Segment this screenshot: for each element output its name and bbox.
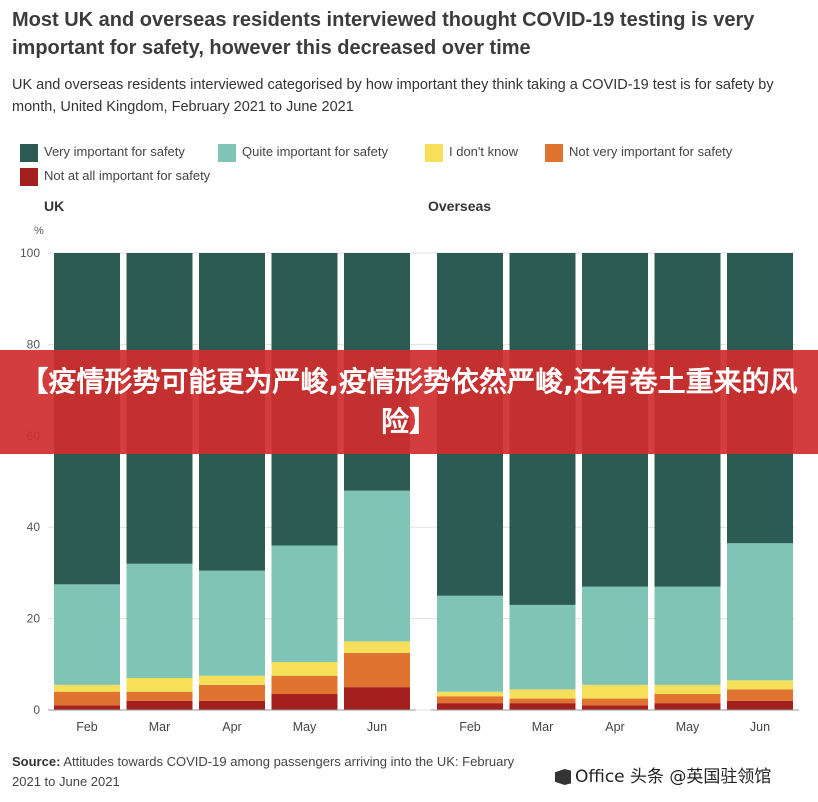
x-tick-label: Jun bbox=[367, 720, 387, 734]
legend-label-quite: Quite important for safety bbox=[242, 144, 388, 159]
legend-swatch-quite bbox=[218, 143, 236, 162]
bar-segment bbox=[582, 698, 648, 706]
overlay-banner: 【疫情形势可能更为严峻,疫情形势依然严峻,还有卷土重来的风险】 bbox=[0, 350, 818, 454]
legend-label-dont-know: I don't know bbox=[449, 144, 518, 159]
bar-segment bbox=[199, 700, 265, 710]
bar-segment bbox=[654, 586, 721, 685]
watermark: Office 头条 @英国驻领馆 bbox=[555, 762, 771, 787]
bar-segment bbox=[271, 694, 338, 710]
bar-segment bbox=[654, 694, 721, 704]
bar-segment bbox=[654, 684, 721, 695]
x-tick-label: May bbox=[293, 720, 317, 734]
bar-segment bbox=[654, 703, 721, 710]
bar-segment bbox=[344, 490, 410, 642]
bar-segment bbox=[509, 698, 576, 704]
bar-segment bbox=[582, 705, 648, 710]
bar-segment bbox=[509, 689, 576, 699]
bar-segment bbox=[54, 584, 120, 685]
y-tick-label: 40 bbox=[27, 520, 41, 534]
legend-swatch-dont-know bbox=[425, 143, 443, 162]
legend-item-not-at-all: Not at all important for safety bbox=[20, 166, 210, 186]
bar-segment bbox=[727, 700, 793, 710]
bar-segment bbox=[199, 570, 265, 676]
bar-segment bbox=[344, 641, 410, 653]
bar-segment bbox=[126, 563, 193, 679]
legend-swatch-not-very bbox=[545, 143, 563, 162]
bar-segment bbox=[126, 678, 193, 692]
x-tick-label: Mar bbox=[149, 720, 171, 734]
x-tick-label: Apr bbox=[222, 720, 241, 734]
bar-segment bbox=[271, 675, 338, 695]
bar-segment bbox=[437, 595, 503, 692]
bar-segment bbox=[271, 662, 338, 676]
bar-segment bbox=[199, 675, 265, 685]
panel-title-overseas: Overseas bbox=[428, 198, 492, 214]
bar-segment bbox=[344, 652, 410, 688]
bar-segment bbox=[271, 545, 338, 663]
source-text: Attitudes towards COVID-19 among passeng… bbox=[12, 754, 515, 789]
office-logo-icon bbox=[555, 769, 571, 785]
bar-segment bbox=[437, 703, 503, 710]
chart-title: Most UK and overseas residents interview… bbox=[12, 9, 755, 59]
bar-segment bbox=[727, 680, 793, 690]
y-tick-label: 20 bbox=[27, 612, 41, 626]
legend-item-quite: Quite important for safety bbox=[218, 142, 388, 162]
legend-swatch-not-at-all bbox=[20, 167, 38, 186]
y-tick-label: 80 bbox=[27, 337, 41, 351]
bar-segment bbox=[509, 604, 576, 690]
banner-text: 【疫情形势可能更为严峻,疫情形势依然严峻,还有卷土重来的风险】 bbox=[20, 365, 798, 438]
bar-segment bbox=[437, 696, 503, 704]
bar-segment bbox=[582, 586, 648, 685]
bar-segment bbox=[582, 684, 648, 699]
source-label: Source: bbox=[12, 754, 61, 769]
x-tick-label: Jun bbox=[750, 720, 770, 734]
bar-segment bbox=[126, 691, 193, 701]
legend-item-not-very: Not very important for safety bbox=[545, 142, 732, 162]
x-tick-label: Feb bbox=[76, 720, 98, 734]
y-tick-label: 0 bbox=[33, 703, 40, 717]
x-tick-label: May bbox=[676, 720, 700, 734]
chart-subtitle: UK and overseas residents interviewed ca… bbox=[12, 77, 774, 115]
bar-segment bbox=[509, 703, 576, 710]
legend-swatch-very bbox=[20, 143, 38, 162]
bar-segment bbox=[727, 543, 793, 681]
x-tick-label: Feb bbox=[459, 720, 481, 734]
legend-item-very: Very important for safety bbox=[20, 142, 185, 162]
bar-segment bbox=[199, 684, 265, 701]
panel-title-uk: UK bbox=[44, 198, 65, 214]
legend-label-not-very: Not very important for safety bbox=[569, 144, 733, 159]
bar-segment bbox=[344, 687, 410, 710]
bar-segment bbox=[126, 700, 193, 710]
legend-label-not-at-all: Not at all important for safety bbox=[44, 168, 211, 183]
bar-segment bbox=[727, 689, 793, 701]
y-tick-label: 100 bbox=[20, 246, 40, 260]
x-tick-label: Apr bbox=[605, 720, 624, 734]
legend-label-very: Very important for safety bbox=[44, 144, 185, 159]
x-tick-label: Mar bbox=[532, 720, 554, 734]
bar-segment bbox=[437, 691, 503, 697]
watermark-text: Office 头条 @英国驻领馆 bbox=[575, 767, 772, 787]
bar-segment bbox=[54, 705, 120, 710]
bar-segment bbox=[54, 684, 120, 692]
legend-item-dont-know: I don't know bbox=[425, 142, 518, 162]
bar-segment bbox=[54, 691, 120, 706]
y-axis-unit-label: % bbox=[34, 225, 44, 237]
source-note: Source: Attitudes towards COVID-19 among… bbox=[12, 752, 532, 792]
